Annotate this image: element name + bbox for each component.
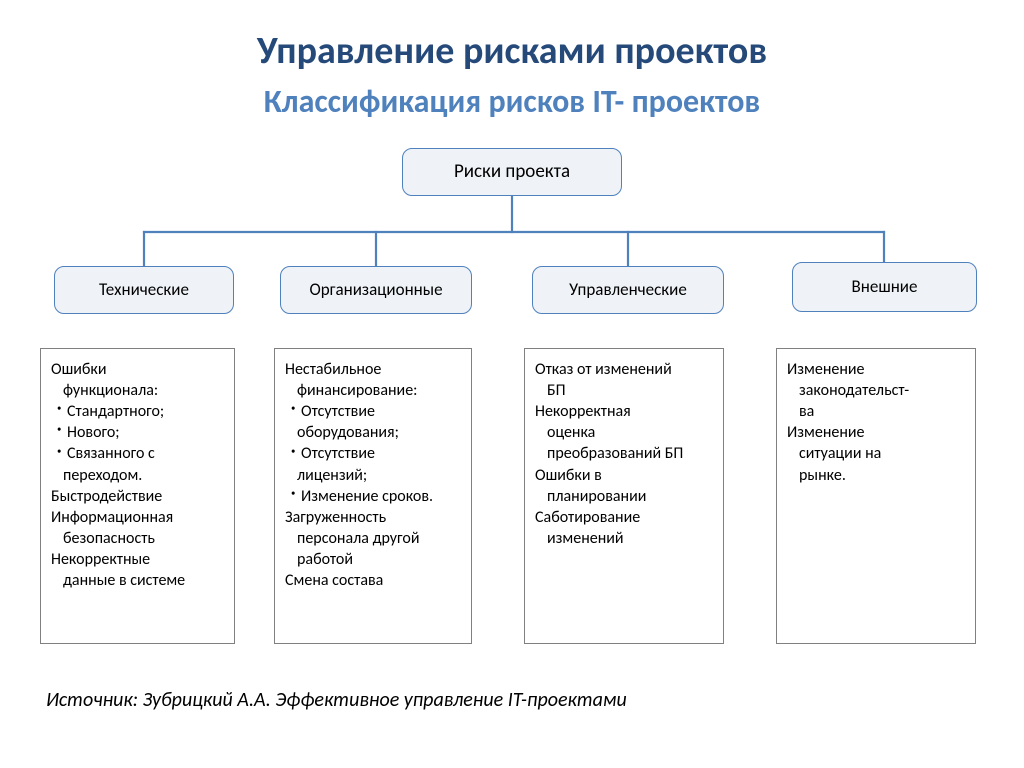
detail-box: Ошибкифункционала:Стандартного;Нового;Св… xyxy=(40,348,235,644)
detail-line: БП xyxy=(535,380,719,401)
detail-line: планировании xyxy=(535,486,719,507)
detail-line: Отсутствие xyxy=(285,443,467,464)
detail-line: Отказ от изменений xyxy=(535,359,719,380)
category-node: Организационные xyxy=(280,266,472,314)
detail-line: изменений xyxy=(535,528,719,549)
detail-line: Связанного с xyxy=(51,443,230,464)
category-label: Внешние xyxy=(852,277,918,297)
detail-line: Быстродействие xyxy=(51,486,230,507)
detail-line: Смена состава xyxy=(285,570,467,591)
detail-line: Изменение xyxy=(787,359,971,380)
detail-line: Изменение xyxy=(787,422,971,443)
detail-line: работой xyxy=(285,549,467,570)
detail-line: ва xyxy=(787,401,971,422)
detail-line: переходом. xyxy=(51,465,230,486)
detail-box: Нестабильноефинансирование:Отсутствиеобо… xyxy=(274,348,472,644)
detail-line: оборудования; xyxy=(285,422,467,443)
detail-line: Ошибки в xyxy=(535,465,719,486)
detail-line: оценка xyxy=(535,422,719,443)
detail-line: Изменение сроков. xyxy=(285,486,467,507)
detail-line: лицензий; xyxy=(285,465,467,486)
detail-line: финансирование: xyxy=(285,380,467,401)
detail-line: рынке. xyxy=(787,465,971,486)
detail-line: преобразований БП xyxy=(535,443,719,464)
detail-line: Нестабильное xyxy=(285,359,467,380)
detail-line: Некорректная xyxy=(535,401,719,422)
category-node: Управленческие xyxy=(532,266,724,314)
category-label: Технические xyxy=(99,280,189,300)
detail-line: персонала другой xyxy=(285,528,467,549)
detail-line: законодательст- xyxy=(787,380,971,401)
category-node: Внешние xyxy=(792,262,977,312)
slide: Управление рисками проектов Классификаци… xyxy=(0,0,1024,768)
category-label: Управленческие xyxy=(569,280,687,300)
source-citation: Источник: Зубрицкий А.А. Эффективное упр… xyxy=(46,688,627,712)
detail-line: Саботирование xyxy=(535,507,719,528)
detail-line: данные в системе xyxy=(51,570,230,591)
category-node: Технические xyxy=(54,266,234,314)
detail-line: Информационная xyxy=(51,507,230,528)
detail-line: Стандартного; xyxy=(51,401,230,422)
detail-line: Ошибки xyxy=(51,359,230,380)
root-node: Риски проекта xyxy=(402,148,622,196)
category-label: Организационные xyxy=(309,280,442,300)
detail-line: Некорректные xyxy=(51,549,230,570)
detail-box: Изменениезаконодательст-ваИзменениеситуа… xyxy=(776,348,976,644)
detail-line: Загруженность xyxy=(285,507,467,528)
detail-line: безопасность xyxy=(51,528,230,549)
detail-line: Нового; xyxy=(51,422,230,443)
slide-title: Управление рисками проектов xyxy=(0,28,1024,74)
slide-subtitle: Классификация рисков IT- проектов xyxy=(0,82,1024,121)
detail-line: Отсутствие xyxy=(285,401,467,422)
detail-box: Отказ от измененийБПНекорректнаяоценкапр… xyxy=(524,348,724,644)
root-node-label: Риски проекта xyxy=(454,161,570,183)
detail-line: ситуации на xyxy=(787,443,971,464)
detail-line: функционала: xyxy=(51,380,230,401)
